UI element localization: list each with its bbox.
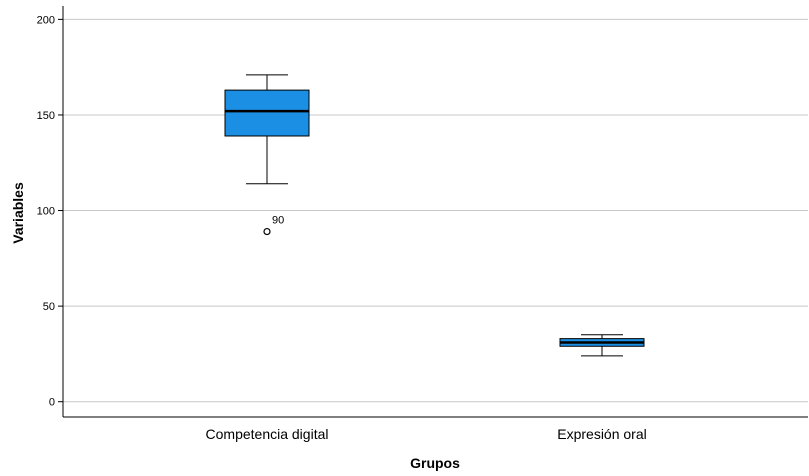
axes bbox=[58, 6, 808, 418]
x-category-label-competencia-digital: Competencia digital bbox=[206, 426, 329, 442]
box-competencia-digital: 90 bbox=[224, 74, 310, 236]
box-expresi-n-oral bbox=[559, 334, 645, 357]
iqr-box bbox=[224, 89, 310, 137]
x-axis-title: Grupos bbox=[410, 455, 460, 471]
y-axis-title: Variables bbox=[10, 182, 26, 244]
y-tick-label-0: 0 bbox=[49, 397, 55, 409]
x-category-labels: Competencia digital Expresión oral bbox=[206, 426, 647, 442]
y-tick-labels: 0 50 100 150 200 bbox=[37, 14, 55, 408]
y-tick-label-50: 50 bbox=[43, 301, 55, 313]
boxes: 90 bbox=[224, 74, 645, 357]
outlier-point bbox=[263, 227, 271, 236]
y-tick-label-100: 100 bbox=[37, 206, 55, 218]
y-tick-label-200: 200 bbox=[37, 14, 55, 26]
x-category-label-expresi-n-oral: Expresión oral bbox=[557, 426, 647, 442]
outlier-label: 90 bbox=[272, 215, 284, 227]
gridlines bbox=[63, 18, 808, 403]
y-tick-label-150: 150 bbox=[37, 110, 55, 122]
